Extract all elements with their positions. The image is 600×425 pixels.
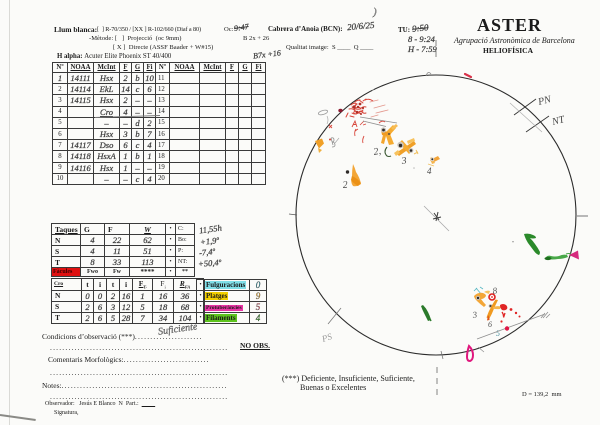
svg-text:PS: PS bbox=[320, 331, 334, 344]
svg-text:6: 6 bbox=[488, 320, 492, 329]
svg-text:5: 5 bbox=[496, 329, 500, 338]
svg-text:2,: 2, bbox=[373, 146, 382, 158]
svg-text:3: 3 bbox=[471, 309, 478, 320]
svg-text:4: 4 bbox=[427, 166, 432, 176]
svg-text:2: 2 bbox=[342, 180, 348, 191]
svg-text:NT: NT bbox=[550, 114, 567, 128]
svg-text:8: 8 bbox=[492, 285, 498, 296]
svg-text:3: 3 bbox=[400, 155, 407, 167]
svg-text:PN: PN bbox=[536, 94, 553, 108]
